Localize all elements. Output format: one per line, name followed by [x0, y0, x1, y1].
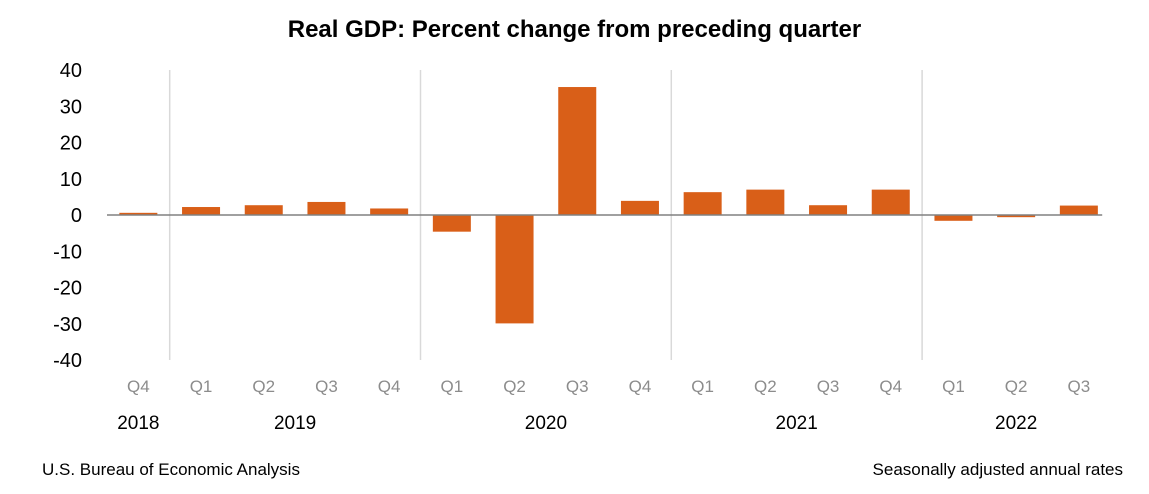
year-label: 2021 — [776, 413, 818, 434]
bar — [119, 212, 158, 215]
rates-note: Seasonally adjusted annual rates — [872, 460, 1123, 479]
y-tick-label: -20 — [53, 278, 82, 300]
bar — [370, 208, 409, 215]
bar — [1059, 205, 1098, 215]
bar — [495, 215, 534, 324]
x-tick-label: Q1 — [691, 377, 714, 396]
source-note: U.S. Bureau of Economic Analysis — [42, 460, 300, 479]
x-tick-label: Q4 — [629, 377, 652, 396]
x-tick-label: Q4 — [879, 377, 902, 396]
bar — [934, 215, 973, 221]
y-tick-label: -40 — [53, 350, 82, 372]
x-tick-label: Q2 — [503, 377, 526, 396]
x-tick-label: Q1 — [190, 377, 213, 396]
bar — [558, 87, 597, 215]
year-label: 2019 — [274, 413, 316, 434]
year-label: 2022 — [995, 413, 1037, 434]
bar — [182, 207, 221, 215]
x-tick-label: Q4 — [127, 377, 150, 396]
bar — [432, 215, 471, 232]
x-tick-label: Q2 — [754, 377, 777, 396]
x-tick-label: Q2 — [1005, 377, 1028, 396]
bar — [871, 189, 910, 215]
x-tick-label: Q4 — [378, 377, 401, 396]
year-label: 2018 — [117, 413, 159, 434]
x-tick-label: Q3 — [1068, 377, 1091, 396]
year-label: 2020 — [525, 413, 567, 434]
bar — [307, 201, 346, 215]
x-tick-label: Q3 — [566, 377, 589, 396]
x-tick-label: Q2 — [252, 377, 275, 396]
chart-title: Real GDP: Percent change from preceding … — [287, 16, 862, 43]
bar — [683, 192, 722, 215]
y-tick-label: 0 — [71, 205, 82, 227]
bar — [244, 205, 283, 215]
y-tick-label: 40 — [60, 60, 82, 82]
x-tick-label: Q3 — [315, 377, 338, 396]
bar — [620, 200, 659, 215]
y-tick-label: 20 — [60, 133, 82, 155]
x-tick-label: Q1 — [441, 377, 464, 396]
bar — [746, 189, 785, 215]
bar — [809, 205, 848, 215]
y-tick-label: 30 — [60, 96, 82, 118]
y-tick-label: -10 — [53, 241, 82, 263]
y-tick-label: 10 — [60, 169, 82, 191]
y-tick-label: -30 — [53, 314, 82, 336]
x-tick-label: Q3 — [817, 377, 840, 396]
bar — [997, 215, 1036, 218]
x-tick-label: Q1 — [942, 377, 965, 396]
